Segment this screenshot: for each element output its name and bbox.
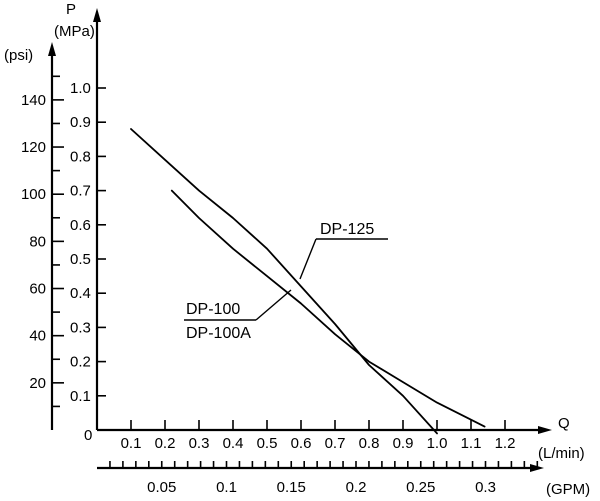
x-tick-label-1p2: 1.2 xyxy=(495,435,516,452)
y-tick-label-0p3: 0.3 xyxy=(70,319,91,336)
series-label-dp-100: DP-100 xyxy=(186,301,240,318)
x-tick-label-0p1: 0.1 xyxy=(121,435,142,452)
x-axis-lmin-arrow xyxy=(538,426,552,434)
psi-tick-label-80: 80 xyxy=(29,233,46,250)
y-axis-mpa-arrow xyxy=(93,8,101,22)
x-tick-label-0p3: 0.3 xyxy=(189,435,210,452)
y-tick-label-1: 1.0 xyxy=(70,80,91,97)
y-tick-label-0p4: 0.4 xyxy=(70,285,91,302)
y2-axis-unit: (psi) xyxy=(4,47,33,64)
series-line-dp-125 xyxy=(130,128,438,435)
gpm-tick-label-0p3: 0.3 xyxy=(475,479,496,496)
gpm-tick-label-0p25: 0.25 xyxy=(406,479,435,496)
x-tick-label-0p2: 0.2 xyxy=(155,435,176,452)
gpm-tick-label-0p1: 0.1 xyxy=(216,479,237,496)
x-axis-gpm-ticks: 0.05 0.1 0.15 0.2 0.25 0.3 xyxy=(109,461,539,496)
series-label-dp-100a: DP-100A xyxy=(186,325,251,342)
x-tick-label-1p1: 1.1 xyxy=(461,435,482,452)
series-curves xyxy=(130,128,486,435)
y-tick-label-0p5: 0.5 xyxy=(70,251,91,268)
x-axis-unit: (L/min) xyxy=(538,445,585,462)
psi-tick-label-120: 120 xyxy=(21,139,46,156)
psi-tick-label-140: 140 xyxy=(21,92,46,109)
y-axis-label: P xyxy=(66,1,76,18)
y-axis-psi-ticks: 20 40 60 80 100 120 140 xyxy=(21,75,64,408)
x-axis-label: Q xyxy=(558,415,570,432)
psi-tick-label-40: 40 xyxy=(29,328,46,345)
y-tick-label-0p1: 0.1 xyxy=(70,388,91,405)
y-tick-label-0p9: 0.9 xyxy=(70,114,91,131)
y-tick-label-0p2: 0.2 xyxy=(70,354,91,371)
y-axis-psi-arrow xyxy=(48,42,56,56)
psi-tick-label-60: 60 xyxy=(29,281,46,298)
gpm-tick-label-0p15: 0.15 xyxy=(277,479,306,496)
psi-tick-label-20: 20 xyxy=(29,375,46,392)
x-tick-label-0p9: 0.9 xyxy=(393,435,414,452)
x-tick-label-0p6: 0.6 xyxy=(291,435,312,452)
y-axis-unit: (MPa) xyxy=(54,23,95,40)
gpm-tick-label-0p05: 0.05 xyxy=(147,479,176,496)
x-tick-label-0p5: 0.5 xyxy=(257,435,278,452)
x-tick-label-0p8: 0.8 xyxy=(359,435,380,452)
y-tick-label-0p7: 0.7 xyxy=(70,183,91,200)
y-axis-mpa-ticks: 0.1 0.2 0.3 0.4 0.5 0.6 0.7 0.8 0.9 1.0 xyxy=(70,80,106,405)
series-line-dp-100 xyxy=(170,189,486,428)
y-tick-label-0p6: 0.6 xyxy=(70,217,91,234)
series-label-dp-125: DP-125 xyxy=(320,221,374,238)
psi-tick-label-100: 100 xyxy=(21,186,46,203)
x2-axis-unit: (GPM) xyxy=(546,481,590,498)
origin-label: 0 xyxy=(84,427,92,444)
x-tick-label-0p4: 0.4 xyxy=(223,435,244,452)
gpm-tick-label-0p2: 0.2 xyxy=(346,479,367,496)
series-leader-dp-100-pointer xyxy=(255,289,292,321)
x-tick-label-0p7: 0.7 xyxy=(325,435,346,452)
x-tick-label-1: 1.0 xyxy=(427,435,448,452)
x-axis-lmin-ticks: 0.1 0.2 0.3 0.4 0.5 0.6 0.7 0.8 0.9 1.0 1.1 1.2 xyxy=(121,420,516,452)
series-leader-dp-125-pointer xyxy=(299,238,317,280)
y-tick-label-0p8: 0.8 xyxy=(70,148,91,165)
